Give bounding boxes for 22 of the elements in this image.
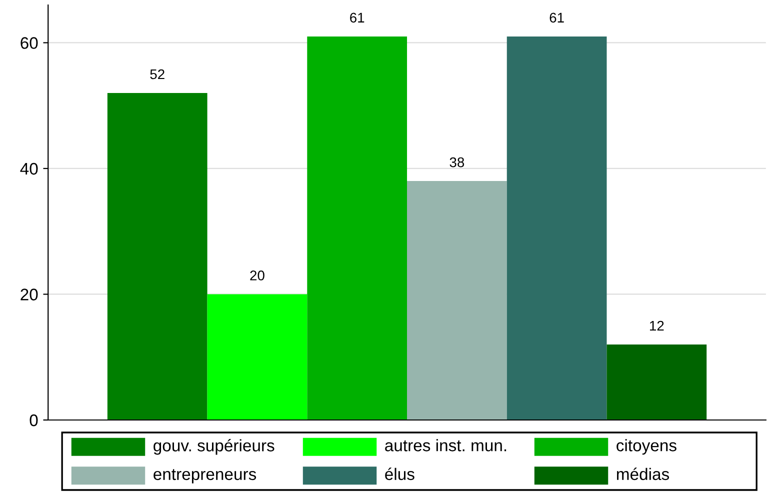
bar	[506, 36, 607, 420]
y-tick-label: 0	[30, 414, 38, 426]
data-label: 12	[650, 320, 664, 331]
y-tick-label: 20	[20, 288, 38, 300]
data-label: 61	[550, 12, 564, 23]
legend-label: gouv. supérieurs	[154, 439, 274, 455]
data-label: 20	[250, 270, 264, 280]
legend-label: élus	[385, 468, 414, 480]
data-label: 61	[350, 12, 364, 23]
legend-label: citoyens	[616, 439, 676, 455]
legend-label: entrepreneurs	[154, 469, 256, 484]
bar	[207, 294, 308, 420]
y-tick-label: 40	[20, 162, 38, 175]
data-label: 38	[450, 157, 464, 168]
y-tick-label: 60	[20, 37, 38, 49]
bar	[307, 36, 408, 420]
data-label: 52	[150, 69, 164, 80]
bar	[107, 93, 208, 420]
bar	[606, 344, 707, 420]
bar	[407, 181, 507, 420]
legend-label: médias	[616, 468, 670, 480]
legend-label: autres inst. mun.	[385, 439, 506, 452]
